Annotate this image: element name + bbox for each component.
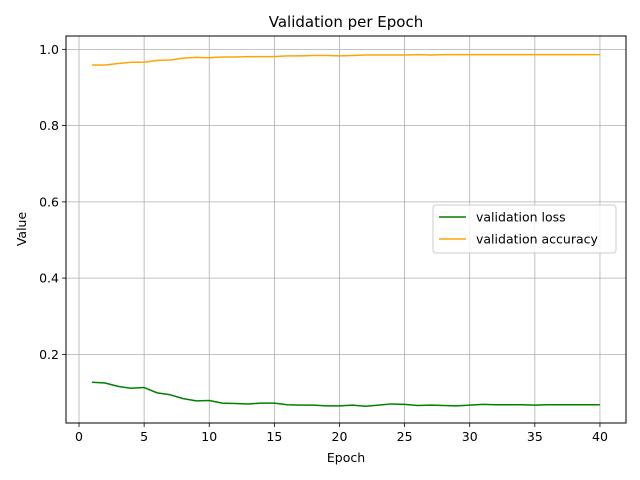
legend-label: validation loss	[476, 210, 566, 225]
x-tick-label: 0	[75, 429, 83, 444]
x-tick-label: 35	[527, 429, 543, 444]
series-line-0	[92, 381, 600, 407]
y-tick-label: 1.0	[39, 42, 59, 57]
x-tick-label: 5	[140, 429, 148, 444]
x-tick-label: 10	[201, 429, 217, 444]
plot-frame	[65, 35, 627, 424]
series-lines	[92, 53, 600, 407]
y-tick-label: 0.6	[39, 194, 59, 209]
x-tick-label: 30	[462, 429, 478, 444]
y-tick-label: 0.4	[39, 271, 59, 286]
chart-title: Validation per Epoch	[269, 13, 423, 31]
y-axis-label: Value	[14, 212, 29, 247]
series-line-1	[92, 53, 600, 66]
x-tick-label: 15	[266, 429, 282, 444]
x-tick-label: 20	[332, 429, 348, 444]
x-axis-label: Epoch	[327, 450, 365, 465]
grid-lines	[66, 36, 626, 423]
x-tick-label: 40	[592, 429, 608, 444]
legend-box	[432, 204, 617, 254]
legend-label: validation accuracy	[476, 232, 599, 247]
y-tick-label: 0.8	[39, 118, 59, 133]
x-tick-label: 25	[397, 429, 413, 444]
legend: validation loss validation accuracy	[432, 204, 617, 254]
y-tick-label: 0.2	[39, 347, 59, 362]
axis-ticks: 0 5 10 15 20 25 30 35 40 0.2 0.4 0.6 0.8 1.0	[39, 42, 608, 444]
